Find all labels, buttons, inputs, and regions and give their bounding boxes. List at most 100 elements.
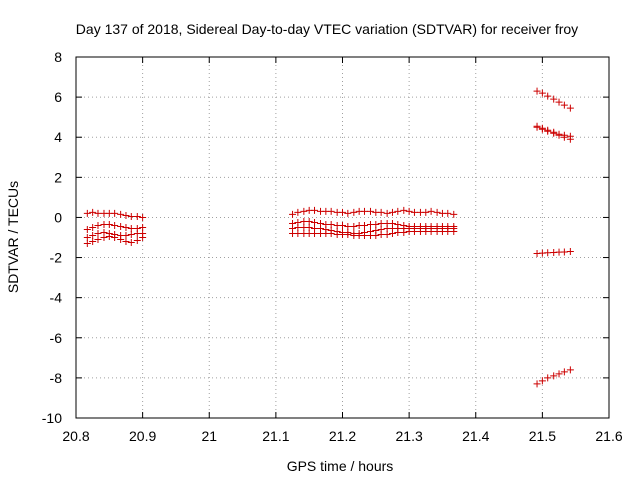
data-point: [372, 220, 380, 228]
y-tick-label: 6: [54, 89, 62, 105]
data-point: [410, 227, 418, 235]
data-point: [83, 209, 91, 217]
data-point: [450, 227, 458, 235]
data-point: [139, 213, 147, 221]
data-point: [127, 212, 135, 220]
data-point: [560, 248, 568, 256]
data-point: [388, 208, 396, 216]
series-sat-m: [533, 366, 574, 388]
series-sat-i: [533, 87, 574, 112]
data-point: [360, 207, 368, 215]
data-point: [294, 229, 302, 237]
data-point: [544, 127, 552, 135]
data-point: [311, 218, 319, 226]
data-point: [410, 208, 418, 216]
data-point: [327, 207, 335, 215]
data-point: [444, 227, 452, 235]
data-point: [344, 209, 352, 217]
data-point: [89, 231, 97, 239]
data-point: [327, 229, 335, 237]
data-point: [560, 133, 568, 141]
data-point: [89, 208, 97, 216]
data-point: [89, 223, 97, 231]
data-point: [94, 221, 102, 229]
y-tick-label: 8: [54, 49, 62, 65]
y-tick-label: -6: [50, 330, 63, 346]
data-point: [122, 238, 130, 246]
data-point: [372, 231, 380, 239]
data-point: [555, 370, 563, 378]
x-tick-label: 21.4: [462, 428, 489, 444]
data-point: [400, 228, 408, 236]
data-point: [122, 223, 130, 231]
x-tick-label: 21.1: [262, 428, 289, 444]
data-point: [533, 380, 541, 388]
data-point: [327, 220, 335, 228]
data-point: [294, 208, 302, 216]
grid: [76, 57, 609, 418]
data-point: [94, 236, 102, 244]
axis-ticks: 20.8 20.9 21 21.1 21.2 21.3 21.4 21.5 21.6 -10 -8 -…: [42, 49, 623, 444]
data-point: [383, 209, 391, 217]
data-point: [122, 231, 130, 239]
data-point: [133, 237, 141, 245]
series-sat-l: [533, 248, 574, 258]
data-point: [377, 230, 385, 238]
data-point: [117, 210, 125, 218]
data-point: [305, 217, 313, 225]
data-point: [550, 372, 558, 380]
x-tick-label: 21.6: [595, 428, 622, 444]
x-axis-title: GPS time / hours: [287, 458, 394, 474]
chart-title: Day 137 of 2018, Sidereal Day-to-day VTE…: [76, 21, 578, 37]
data-point: [444, 209, 452, 217]
data-point: [339, 208, 346, 216]
data-point: [533, 123, 541, 131]
x-tick-label: 21.2: [329, 428, 356, 444]
data-point: [350, 208, 358, 216]
data-point: [344, 222, 352, 230]
x-tick-label: 20.9: [129, 428, 156, 444]
data-point: [344, 230, 352, 238]
y-tick-label: -4: [50, 290, 63, 306]
data-point: [427, 227, 435, 235]
data-point: [350, 222, 358, 230]
data-point: [566, 135, 574, 143]
data-point: [433, 208, 441, 216]
data-point: [555, 98, 563, 106]
data-point: [111, 209, 119, 217]
series-sat-h: [289, 227, 458, 239]
y-tick-label: -10: [42, 410, 62, 426]
data-point: [560, 368, 568, 376]
data-point: [311, 206, 319, 214]
data-point: [544, 374, 552, 382]
y-tick-label: 0: [54, 209, 62, 225]
data-point: [117, 236, 125, 244]
data-point: [566, 248, 574, 256]
data-point: [550, 95, 558, 103]
data-point: [538, 125, 546, 133]
data-point: [111, 234, 119, 241]
data-point: [544, 92, 552, 100]
data-point: [111, 221, 119, 229]
data-point: [377, 208, 385, 216]
data-point: [550, 129, 558, 137]
x-tick-label: 20.8: [62, 428, 89, 444]
data-point: [139, 223, 147, 231]
data-point: [388, 229, 396, 237]
data-point: [533, 87, 541, 95]
data-point: [566, 104, 574, 112]
data-point: [422, 208, 430, 216]
data-point: [83, 225, 91, 233]
data-point: [538, 377, 546, 385]
data-point: [311, 229, 319, 237]
data-point: [339, 221, 346, 229]
data-point: [100, 234, 108, 241]
data-point: [127, 230, 135, 238]
data-point: [127, 224, 135, 232]
data-markers: [83, 87, 574, 388]
data-point: [139, 234, 147, 241]
data-point: [544, 249, 552, 257]
data-point: [294, 223, 302, 231]
data-point: [94, 229, 102, 237]
x-tick-label: 21: [201, 428, 217, 444]
